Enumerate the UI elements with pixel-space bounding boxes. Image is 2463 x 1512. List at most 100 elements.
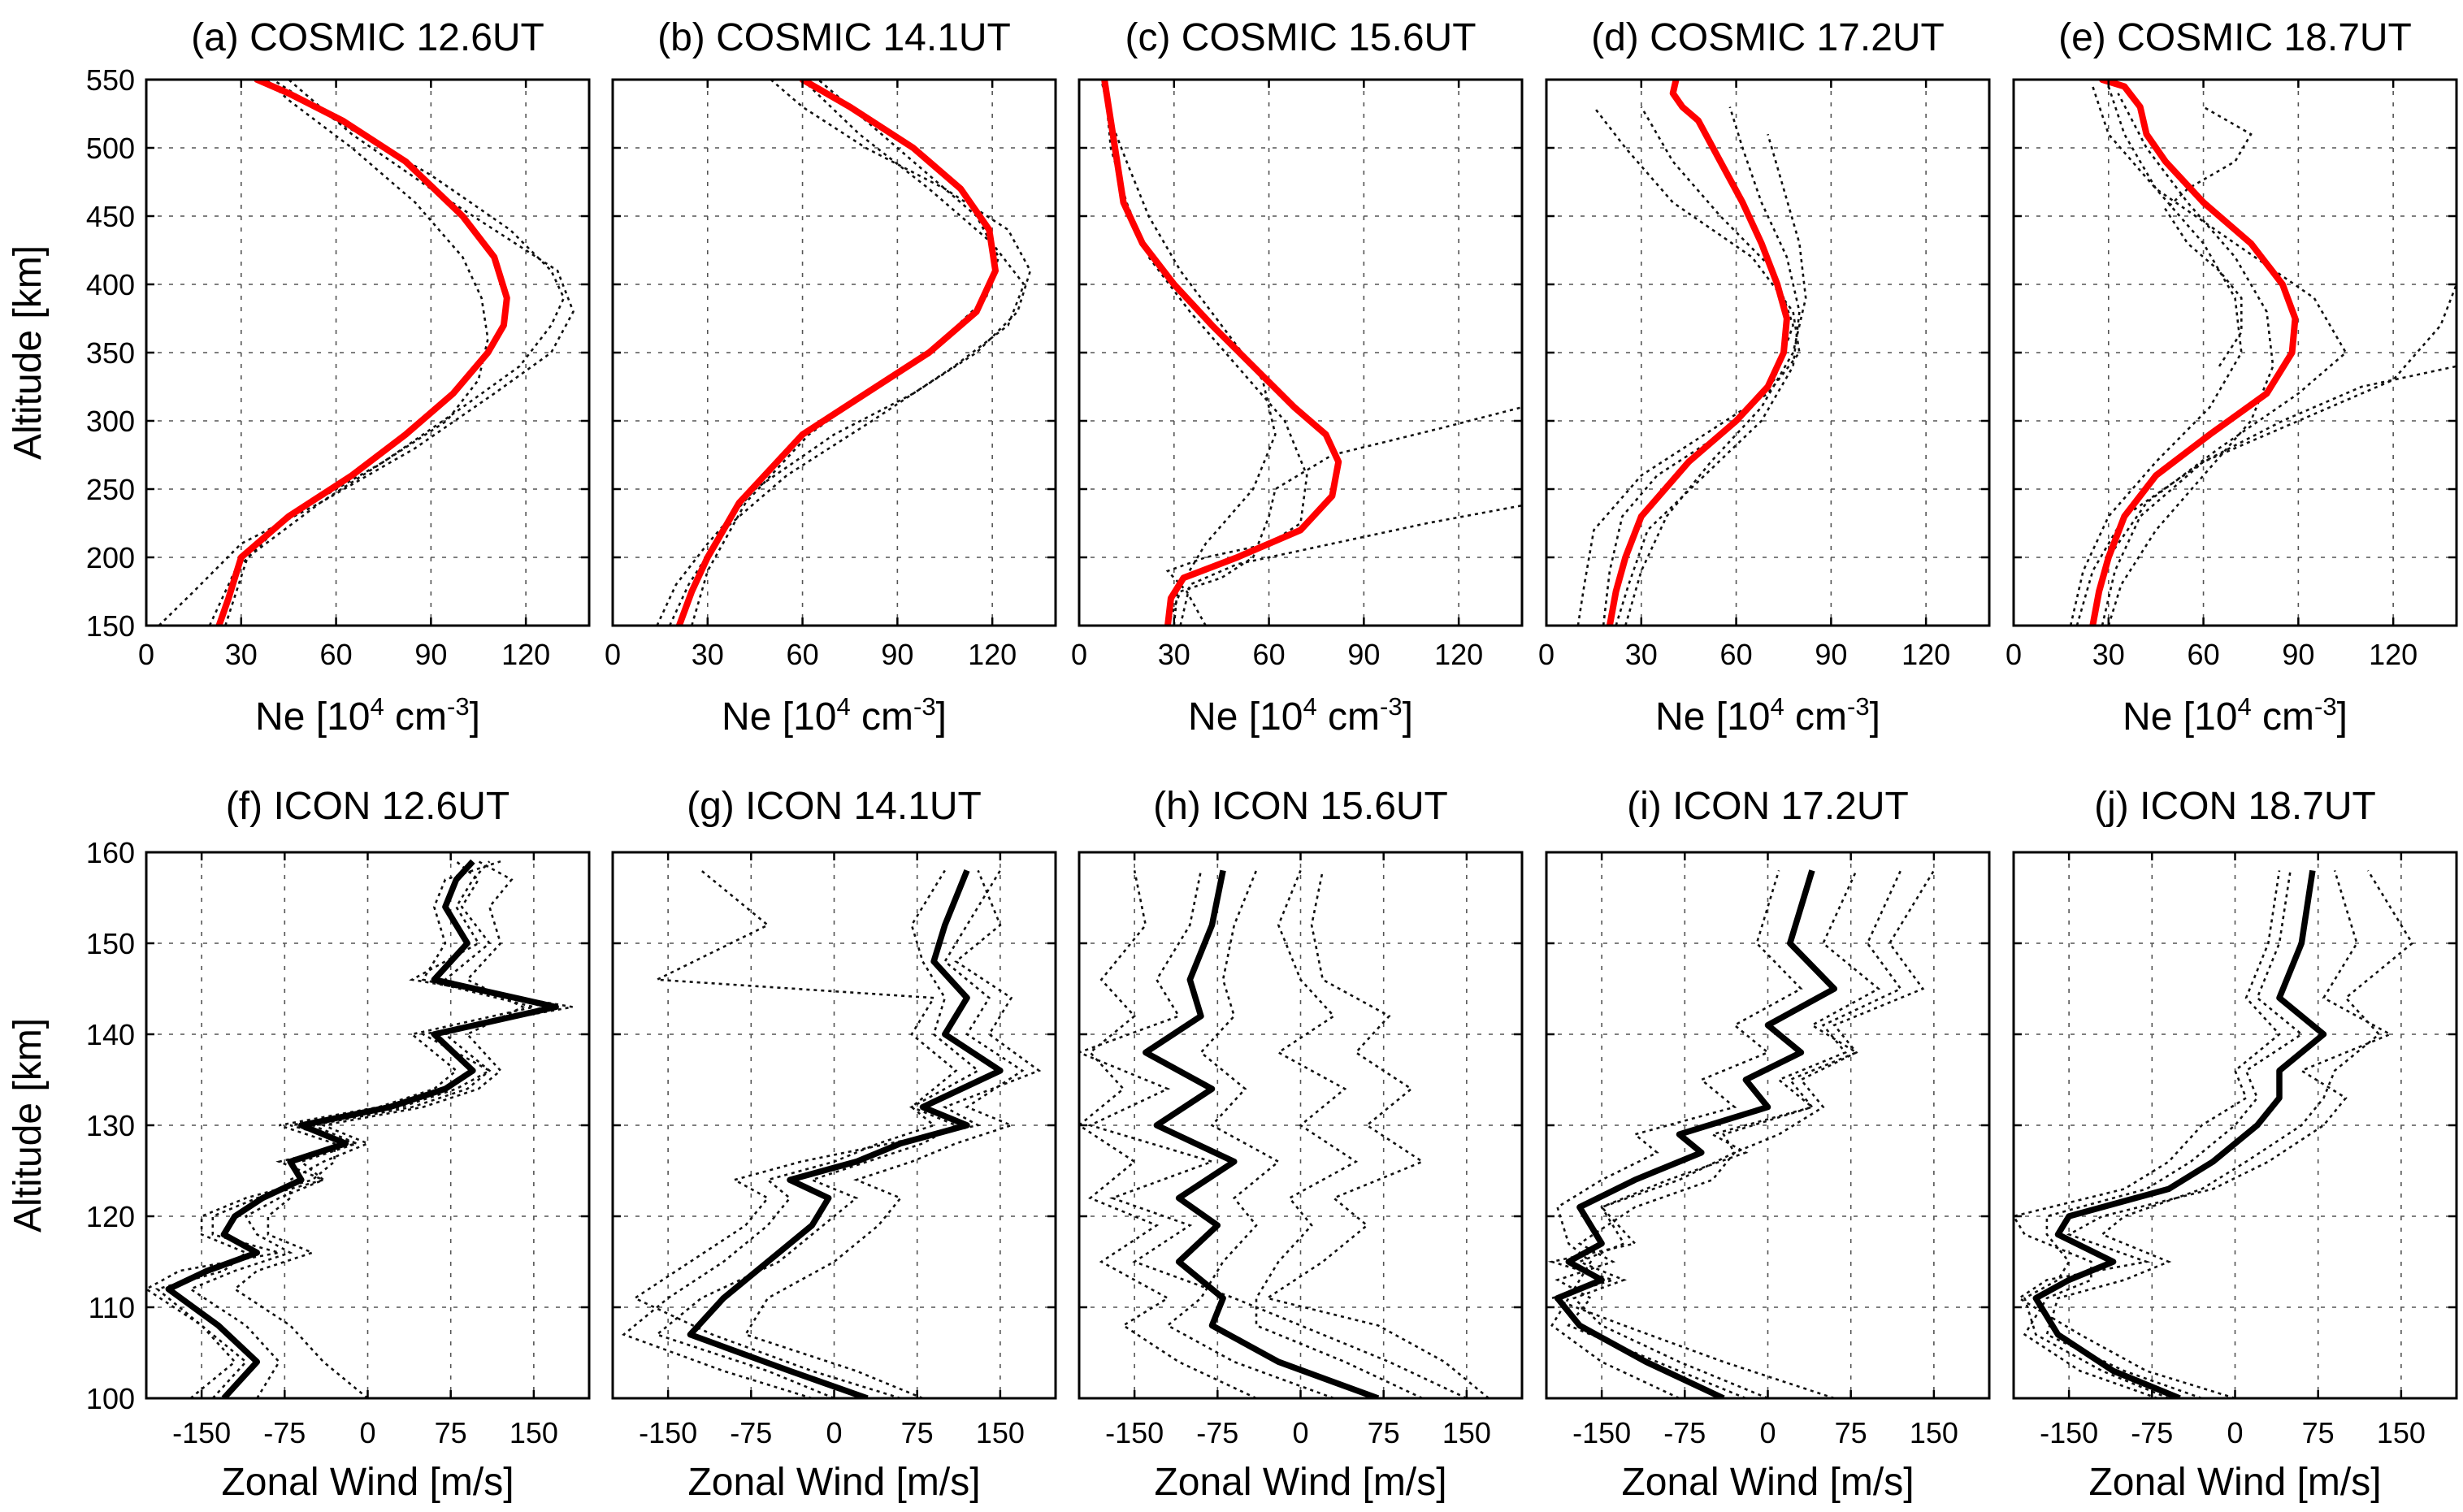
member-profile-4 (1555, 869, 1936, 1398)
y-tick-label: 550 (86, 63, 135, 97)
member-profile-1 (2075, 284, 2456, 626)
x-tick-label: 0 (1292, 1416, 1308, 1449)
gridlines (2014, 852, 2456, 1398)
panel-e: 0 30 60 90 120 (e) COSMIC 18.7UT Ne [104 cm-3] (2006, 16, 2458, 739)
member-profile-5 (2107, 93, 2274, 626)
member-profile-3 (2101, 365, 2456, 626)
panel-title: (f) ICON 12.6UT (226, 785, 510, 828)
x-tick-label: 0 (605, 638, 621, 671)
plot-area (1547, 869, 1936, 1398)
panel-g: -150 -75 0 75 150 (g) ICON 14.1UT Zonal Wind [… (611, 785, 1057, 1504)
member-profile-2 (1615, 106, 1801, 626)
x-tick-label: 150 (1442, 1416, 1491, 1449)
x-tick-label: 90 (1347, 638, 1380, 671)
member-profile-1 (656, 80, 1032, 626)
y-tick-label: 300 (86, 405, 135, 438)
mean-profile (1606, 80, 1790, 626)
x-tick-label: -75 (730, 1416, 772, 1449)
x-axis-label: Ne [104 cm-3] (1655, 692, 1880, 739)
x-tick-label: -150 (2040, 1416, 2098, 1449)
x-tick-label: 75 (435, 1416, 467, 1449)
x-tick-label: -150 (639, 1416, 697, 1449)
gridlines (146, 852, 589, 1398)
plot-area (656, 80, 1032, 626)
y-tick-label: 350 (86, 336, 135, 370)
x-tick-label: 30 (225, 638, 258, 671)
y-axis-label: Altitude [km] (7, 1018, 50, 1233)
member-profile-1 (1547, 869, 1881, 1398)
x-tick-label: -75 (1663, 1416, 1706, 1449)
x-tick-label: 60 (2188, 638, 2220, 671)
member-profile-3 (2045, 869, 2414, 1398)
member-profile-2 (188, 860, 549, 1398)
x-tick-label: -75 (1196, 1416, 1238, 1449)
x-axis-label: Zonal Wind [m/s] (2088, 1461, 2381, 1504)
y-tick-label: 500 (86, 132, 135, 165)
x-tick-label: 120 (1434, 638, 1483, 671)
x-tick-label: -150 (172, 1416, 231, 1449)
x-tick-label: 0 (2006, 638, 2022, 671)
mean-profile (675, 80, 999, 626)
x-tick-label: 60 (787, 638, 819, 671)
panel-title: (g) ICON 14.1UT (687, 785, 982, 828)
member-profile-1 (1166, 405, 1522, 626)
member-profile-1 (158, 80, 489, 626)
panel-title: (i) ICON 17.2UT (1627, 785, 1909, 828)
mean-profile (687, 869, 1004, 1398)
x-axis-label: Zonal Wind [m/s] (1154, 1461, 1446, 1504)
x-tick-label: 90 (2282, 638, 2314, 671)
member-profile-2 (1550, 870, 1803, 1398)
member-profile-6 (2164, 106, 2253, 367)
y-tick-label: 100 (86, 1382, 135, 1415)
panel-h: -150 -75 0 75 150 (h) ICON 15.6UT Zonal Wind [… (1078, 785, 1524, 1504)
member-profile-1 (146, 860, 573, 1398)
y-tick-label: 450 (86, 200, 135, 233)
x-tick-label: 0 (1538, 638, 1555, 671)
member-profile-1 (1079, 870, 1468, 1398)
gridlines (146, 80, 589, 626)
x-tick-label: 30 (692, 638, 724, 671)
panel-a: 0 30 60 90 120 150 200 250 300 350 400 450 500 550 (a)… (7, 16, 591, 739)
mean-profile (1101, 80, 1342, 626)
x-tick-label: 60 (320, 638, 353, 671)
panel-d: 0 30 60 90 120 (d) COSMIC 17.2UT Ne [104 cm-3] (1538, 16, 1991, 739)
x-tick-label: 150 (2377, 1416, 2426, 1449)
x-tick-label: -75 (2131, 1416, 2173, 1449)
member-profile-4 (622, 869, 958, 1398)
panel-title: (b) COSMIC 14.1UT (657, 16, 1011, 59)
mean-profile (1554, 869, 1838, 1398)
x-tick-label: 120 (1901, 638, 1950, 671)
x-tick-label: 75 (2302, 1416, 2335, 1449)
mean-profile (2032, 869, 2327, 1398)
plot-area (1100, 80, 1522, 626)
x-tick-label: 60 (1720, 638, 1753, 671)
member-profile-3 (1572, 869, 1902, 1398)
panel-title: (c) COSMIC 15.6UT (1125, 16, 1476, 59)
member-profile-1 (2017, 870, 2393, 1398)
x-tick-label: 30 (1625, 638, 1658, 671)
plot-area (1576, 80, 1807, 626)
x-tick-label: 0 (1071, 638, 1087, 671)
x-tick-label: 75 (1368, 1416, 1400, 1449)
x-tick-label: 120 (968, 638, 1017, 671)
y-tick-label: 150 (86, 927, 135, 960)
gridlines (1546, 80, 1989, 626)
y-tick-label: 110 (89, 1291, 135, 1324)
mean-profile (165, 859, 559, 1398)
x-tick-label: 0 (826, 1416, 842, 1449)
x-tick-label: 0 (2227, 1416, 2243, 1449)
gridlines (613, 80, 1056, 626)
gridlines (1546, 852, 1989, 1398)
y-tick-label: 200 (86, 541, 135, 574)
x-tick-label: 120 (501, 638, 550, 671)
y-axis-label: Altitude [km] (7, 245, 50, 460)
x-tick-label: 150 (976, 1416, 1025, 1449)
panel-j: -150 -75 0 75 150 (j) ICON 18.7UT Zonal Wind [… (2012, 785, 2458, 1504)
x-tick-label: -150 (1572, 1416, 1631, 1449)
member-profile-3 (1264, 870, 1490, 1398)
y-tick-label: 400 (86, 268, 135, 301)
x-tick-label: 75 (1835, 1416, 1867, 1449)
x-axis-label: Ne [104 cm-3] (2123, 692, 2348, 739)
mean-profile (215, 80, 510, 626)
x-tick-label: 30 (2092, 638, 2125, 671)
